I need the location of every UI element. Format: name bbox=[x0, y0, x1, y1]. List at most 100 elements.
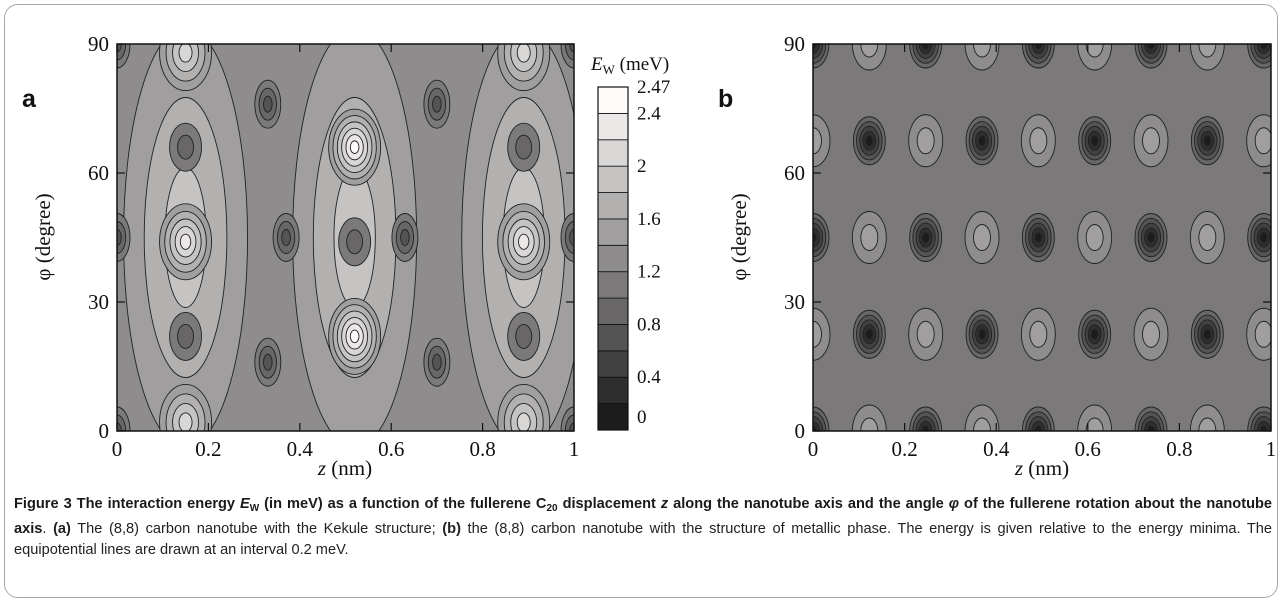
contour-minimum bbox=[263, 353, 273, 371]
contour-maximum bbox=[1254, 127, 1271, 155]
contour-minimum bbox=[117, 422, 122, 431]
contour-minimum bbox=[1203, 135, 1211, 146]
contour-minimum bbox=[922, 232, 930, 243]
figure-caption: Figure 3 The interaction energy EW (in m… bbox=[14, 496, 1273, 558]
contour-minimum bbox=[865, 329, 873, 340]
contour-minimum bbox=[432, 353, 442, 371]
y-tick-label: 0 bbox=[99, 419, 110, 443]
colorbar-swatch bbox=[597, 403, 629, 431]
contour-maximum bbox=[860, 44, 879, 58]
contour-maximum bbox=[1198, 417, 1217, 431]
colorbar-title-sub: W bbox=[603, 62, 616, 77]
colorbar-swatch bbox=[597, 218, 629, 246]
colorbar-frame bbox=[597, 86, 629, 431]
contour-maximum bbox=[516, 44, 531, 63]
x-tick-label: 0.8 bbox=[1166, 437, 1192, 461]
contour-minimum bbox=[1147, 232, 1155, 243]
contour-maximum bbox=[349, 140, 360, 154]
contour-maximum bbox=[178, 44, 193, 63]
colorbar-swatch bbox=[597, 192, 629, 220]
panel-b-ticks: 0 0.2 0.4 0.6 0.8 1 0 30 60 90 bbox=[784, 32, 1276, 461]
contour-minimum bbox=[515, 323, 533, 349]
colorbar-label: 1.2 bbox=[637, 262, 661, 283]
y-tick-label: 90 bbox=[784, 32, 805, 56]
colorbar-swatch bbox=[597, 86, 629, 114]
contour-minimum bbox=[865, 135, 873, 146]
contour-maximum bbox=[860, 417, 879, 431]
panel-a: 0 0.2 0.4 0.6 0.8 1 0 30 60 90 a z (nm) φ (degree… bbox=[22, 32, 579, 480]
y-tick-label: 60 bbox=[784, 161, 805, 185]
contour-minimum bbox=[1203, 329, 1211, 340]
y-tick-label: 0 bbox=[795, 419, 806, 443]
contour-minimum bbox=[1147, 425, 1155, 431]
caption-text-a: The (8,8) carbon nanotube with the Kekul… bbox=[70, 521, 443, 537]
panel-a-axes-frame bbox=[116, 43, 575, 432]
contour-maximum bbox=[813, 127, 822, 155]
colorbar-swatch bbox=[597, 324, 629, 352]
panel-b: 0 0.2 0.4 0.6 0.8 1 0 30 60 90 b z (nm) φ (degree… bbox=[718, 32, 1276, 480]
contour-minimum bbox=[346, 229, 364, 255]
contour-minimum bbox=[263, 95, 273, 113]
contour-maximum bbox=[178, 412, 193, 431]
y-tick-label: 90 bbox=[88, 32, 109, 56]
colorbar-swatches bbox=[597, 86, 629, 431]
contour-maximum bbox=[973, 44, 991, 58]
contour-maximum bbox=[1198, 224, 1217, 251]
x-tick-label: 1 bbox=[569, 437, 580, 461]
panel-a-ylabel: φ (degree) bbox=[31, 193, 55, 280]
contour-maximum bbox=[1142, 127, 1160, 155]
contour-maximum bbox=[973, 224, 991, 251]
colorbar-swatch bbox=[597, 112, 629, 141]
panel-b-ylabel: φ (degree) bbox=[727, 193, 751, 280]
panel-b-axes-frame bbox=[812, 43, 1272, 432]
contour-minimum bbox=[117, 229, 122, 246]
contour-maximum bbox=[1029, 127, 1048, 155]
panel-b-letter: b bbox=[718, 85, 733, 113]
contour-minimum bbox=[1260, 425, 1268, 431]
contour-maximum bbox=[179, 233, 192, 250]
contour-maximum bbox=[916, 320, 935, 348]
colorbar-label: 0 bbox=[637, 407, 647, 428]
contour-minimum bbox=[813, 425, 817, 431]
colorbar-swatch bbox=[597, 376, 629, 405]
contour-minimum bbox=[432, 95, 442, 113]
contour-minimum bbox=[1091, 135, 1099, 146]
contour-maximum bbox=[1254, 320, 1271, 348]
colorbar-label: 1.6 bbox=[637, 209, 661, 230]
contour-maximum bbox=[1029, 320, 1048, 348]
x-tick-label: 1 bbox=[1266, 437, 1277, 461]
x-tick-label: 0.2 bbox=[195, 437, 221, 461]
panel-a-ticks: 0 0.2 0.4 0.6 0.8 1 0 30 60 90 bbox=[88, 32, 579, 461]
contour-maximum bbox=[1085, 44, 1104, 58]
colorbar-title-var: E bbox=[590, 54, 603, 75]
colorbar: 0 0.4 0.8 1.2 1.6 2 2.4 2.47 EW (meV) bbox=[590, 54, 670, 431]
panel-a-contour-map bbox=[117, 44, 574, 431]
colorbar-swatch bbox=[597, 139, 629, 167]
colorbar-label: 2.4 bbox=[637, 103, 661, 124]
caption-label-a: (a) bbox=[53, 521, 71, 537]
contour-minimum bbox=[813, 232, 817, 243]
caption-title: Figure 3 The interaction energy EW (in m… bbox=[14, 496, 1273, 537]
contour-maximum bbox=[916, 127, 935, 155]
colorbar-labels: 0 0.4 0.8 1.2 1.6 2 2.4 2.47 bbox=[637, 77, 670, 428]
contour-maximum bbox=[1142, 320, 1160, 348]
contour-minimum bbox=[1260, 232, 1268, 243]
panel-b-xlabel-unit: (nm) bbox=[1023, 456, 1069, 480]
x-tick-label: 0.8 bbox=[469, 437, 495, 461]
contour-maximum bbox=[518, 233, 530, 250]
contour-minimum bbox=[117, 44, 122, 53]
colorbar-swatch bbox=[597, 350, 629, 378]
colorbar-swatch bbox=[597, 165, 629, 193]
y-tick-label: 30 bbox=[88, 290, 109, 314]
x-tick-label: 0.6 bbox=[1075, 437, 1101, 461]
contour-minimum bbox=[177, 323, 195, 349]
colorbar-swatch bbox=[597, 297, 629, 325]
panel-a-letter: a bbox=[22, 85, 37, 113]
contour-minimum bbox=[515, 134, 533, 160]
contour-maximum bbox=[516, 412, 531, 431]
contour-minimum bbox=[978, 329, 986, 340]
colorbar-label: 2 bbox=[637, 156, 647, 177]
panel-a-xlabel: z (nm) bbox=[317, 456, 372, 480]
colorbar-swatch bbox=[597, 244, 629, 273]
